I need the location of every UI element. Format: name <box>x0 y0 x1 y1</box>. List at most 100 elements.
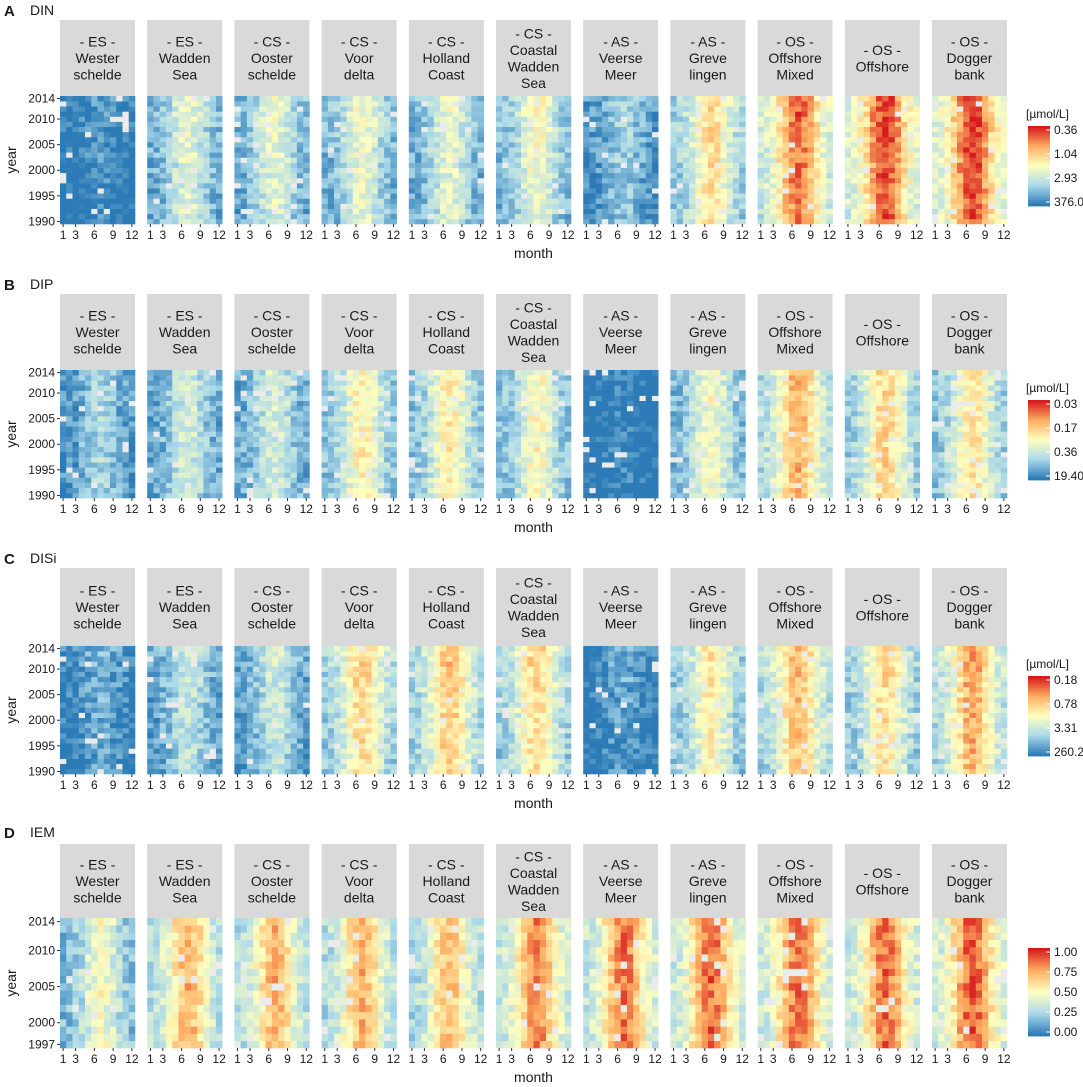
heat-cell <box>813 198 821 204</box>
heat-cell <box>651 172 659 179</box>
heat-cell <box>78 462 86 468</box>
heat-cell <box>384 136 391 143</box>
heat-cell <box>303 152 310 158</box>
heat-cell <box>359 142 366 148</box>
heat-cell <box>327 218 335 225</box>
heat-cell <box>159 405 167 412</box>
heat-cell <box>377 492 385 499</box>
heat-cell <box>215 183 223 189</box>
heat-cell <box>452 218 460 225</box>
heat-cell <box>215 121 223 128</box>
heat-cell <box>116 126 123 133</box>
heat-cell <box>963 116 970 122</box>
heat-cell <box>739 208 746 215</box>
heat-cell <box>408 121 416 128</box>
heat-cell <box>851 183 858 189</box>
legend-color-step <box>1028 130 1050 133</box>
heat-cell <box>527 131 534 138</box>
heat-cell <box>595 193 603 199</box>
legend-label: 2.93 <box>1054 171 1078 185</box>
heat-cell <box>633 188 640 194</box>
heat-cell <box>178 172 185 179</box>
heat-cell <box>901 183 908 189</box>
heat-cell <box>72 126 80 133</box>
heat-cell <box>546 101 553 107</box>
heat-cell <box>190 147 198 153</box>
heat-cell <box>408 162 416 168</box>
heat-cell <box>415 457 422 463</box>
heat-cell <box>894 131 902 138</box>
heat-cell <box>97 436 105 442</box>
heat-cell <box>726 157 734 163</box>
facet-label: delta <box>344 341 375 357</box>
heat-cell <box>190 390 198 396</box>
heat-cell <box>321 106 329 112</box>
heat-cell <box>876 172 883 179</box>
heat-cell <box>857 136 864 143</box>
heat-cell <box>190 416 198 422</box>
heat-cell <box>371 385 379 391</box>
heat-cell <box>259 203 266 209</box>
heat-cell <box>259 172 266 179</box>
heat-cell <box>340 380 347 386</box>
heat-cell <box>215 457 223 463</box>
heat-cell <box>197 183 204 189</box>
heat-cell <box>352 162 360 168</box>
heat-cell <box>1000 147 1008 153</box>
heat-cell <box>676 183 684 189</box>
heat-cell <box>757 162 765 168</box>
heat-cell <box>957 172 964 179</box>
heat-cell <box>720 101 727 107</box>
heat-cell <box>502 177 509 184</box>
heat-cell <box>982 157 989 163</box>
heat-cell <box>290 208 298 215</box>
heat-cell <box>763 96 771 102</box>
heat-cell <box>103 390 111 396</box>
heat-cell <box>271 395 279 402</box>
heat-cell <box>390 213 397 220</box>
heat-cell <box>60 472 67 478</box>
heat-cell <box>982 136 989 143</box>
heat-cell <box>178 390 185 396</box>
heat-cell <box>869 172 877 179</box>
heat-cell <box>546 152 553 158</box>
heat-cell <box>901 213 908 220</box>
heat-cell <box>508 183 516 189</box>
heat-cell <box>147 193 154 199</box>
heat-cell <box>639 172 646 179</box>
x-tick-label: 1 <box>583 228 590 242</box>
heat-cell <box>97 198 105 204</box>
heat-cell <box>614 203 621 209</box>
heat-cell <box>371 136 379 143</box>
heat-cell <box>159 472 167 478</box>
heat-cell <box>701 203 709 209</box>
heat-cell <box>639 121 646 128</box>
heat-cell <box>97 218 105 225</box>
heat-cell <box>820 167 827 174</box>
heat-cell <box>190 370 198 376</box>
heat-cell <box>110 457 117 463</box>
y-tick-label: 2005 <box>28 138 55 152</box>
heat-cell <box>826 142 833 148</box>
heat-cell <box>190 487 198 494</box>
heat-cell <box>521 208 528 215</box>
heat-cell <box>633 167 640 174</box>
heat-cell <box>321 111 329 117</box>
heat-cell <box>801 142 808 148</box>
heat-cell <box>595 96 603 102</box>
heat-cell <box>60 203 67 209</box>
heat-cell <box>259 183 266 189</box>
heat-cell <box>626 208 634 215</box>
heat-cell <box>66 183 73 189</box>
heat-cell <box>788 106 796 112</box>
heat-cell <box>882 177 889 184</box>
heat-cell <box>720 203 727 209</box>
heat-cell <box>265 152 273 158</box>
heat-cell <box>770 147 777 153</box>
heat-cell <box>265 183 273 189</box>
heat-cell <box>620 162 628 168</box>
heat-cell <box>184 441 192 448</box>
x-tick-label: 1 <box>147 502 154 516</box>
heat-cell <box>346 467 354 473</box>
heat-cell <box>240 395 248 402</box>
